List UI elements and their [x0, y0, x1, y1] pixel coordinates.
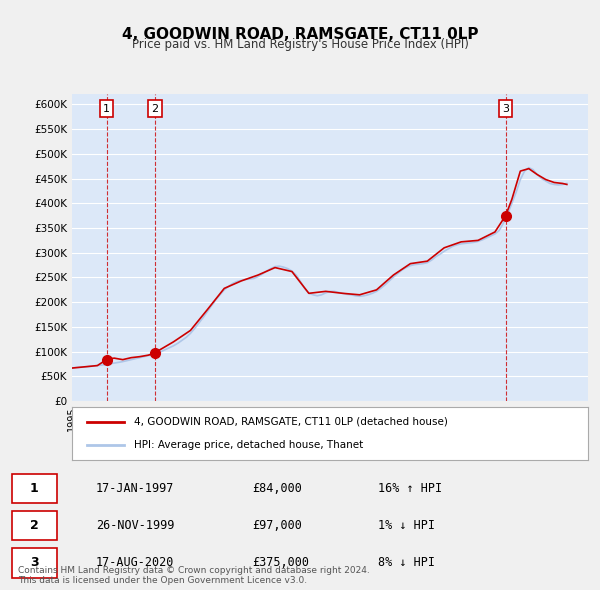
FancyBboxPatch shape — [12, 474, 57, 503]
Text: HPI: Average price, detached house, Thanet: HPI: Average price, detached house, Than… — [134, 440, 363, 450]
Text: £84,000: £84,000 — [252, 482, 302, 495]
Text: 3: 3 — [502, 104, 509, 114]
Text: £375,000: £375,000 — [252, 556, 309, 569]
Text: 4, GOODWIN ROAD, RAMSGATE, CT11 0LP (detached house): 4, GOODWIN ROAD, RAMSGATE, CT11 0LP (det… — [134, 417, 448, 427]
Text: 17-JAN-1997: 17-JAN-1997 — [96, 482, 175, 495]
Text: Contains HM Land Registry data © Crown copyright and database right 2024.
This d: Contains HM Land Registry data © Crown c… — [18, 566, 370, 585]
Text: Price paid vs. HM Land Registry's House Price Index (HPI): Price paid vs. HM Land Registry's House … — [131, 38, 469, 51]
Text: 4, GOODWIN ROAD, RAMSGATE, CT11 0LP: 4, GOODWIN ROAD, RAMSGATE, CT11 0LP — [122, 27, 478, 41]
Text: 1: 1 — [30, 482, 38, 495]
Text: 16% ↑ HPI: 16% ↑ HPI — [378, 482, 442, 495]
Text: 17-AUG-2020: 17-AUG-2020 — [96, 556, 175, 569]
Text: 2: 2 — [30, 519, 38, 532]
Text: 1: 1 — [103, 104, 110, 114]
FancyBboxPatch shape — [12, 548, 57, 578]
Text: £97,000: £97,000 — [252, 519, 302, 532]
Text: 1% ↓ HPI: 1% ↓ HPI — [378, 519, 435, 532]
FancyBboxPatch shape — [12, 511, 57, 540]
Text: 26-NOV-1999: 26-NOV-1999 — [96, 519, 175, 532]
Text: 8% ↓ HPI: 8% ↓ HPI — [378, 556, 435, 569]
Text: 2: 2 — [151, 104, 158, 114]
Text: 3: 3 — [30, 556, 38, 569]
